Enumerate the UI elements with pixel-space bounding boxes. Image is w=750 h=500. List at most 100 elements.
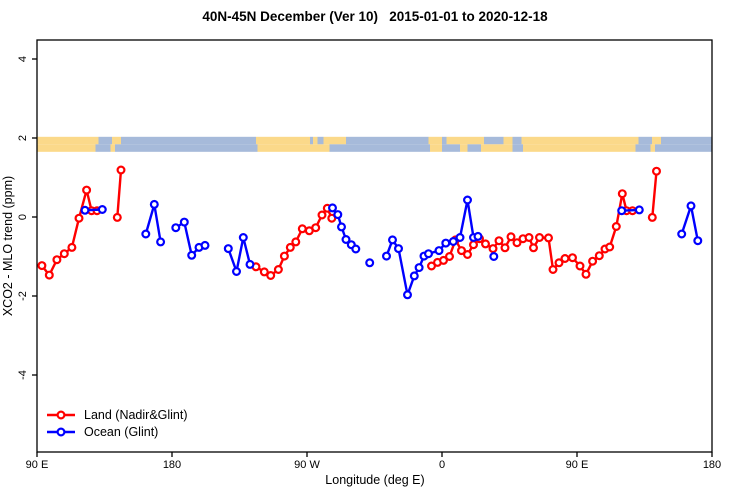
map-band-land-segment	[257, 144, 330, 152]
land-series-point	[273, 265, 283, 275]
ocean-series-point	[337, 222, 347, 232]
x-tick-label: 0	[439, 459, 445, 471]
map-band-ocean-segment	[346, 136, 429, 145]
land-series-point	[259, 267, 269, 277]
ocean-series-point	[455, 233, 465, 243]
ocean-series-point	[448, 237, 458, 247]
land-series-point	[506, 232, 516, 242]
map-band-ocean-segment	[512, 136, 522, 145]
map-band-land-segment	[313, 136, 318, 145]
map-band-land-segment	[37, 136, 99, 145]
land-series-line	[116, 168, 123, 219]
y-tick-label: -4	[17, 370, 29, 380]
chart-title: 40N-45N December (Ver 10) 2015-01-01 to …	[202, 9, 548, 24]
land-series-point	[116, 165, 126, 175]
legend-label-ocean: Ocean (Glint)	[84, 425, 159, 439]
map-band-ocean-segment	[442, 144, 460, 152]
ocean-series-point	[434, 246, 444, 256]
y-axis-title: XCO2 - MLO trend (ppm)	[1, 176, 15, 316]
land-series-point	[651, 166, 661, 176]
land-series-point	[588, 256, 598, 266]
land-series-point	[512, 238, 522, 248]
ocean-series-point	[403, 290, 413, 300]
land-series-point	[266, 271, 276, 281]
map-band-land-segment	[523, 144, 636, 152]
map-band-ocean-segment	[329, 144, 430, 152]
land-ocean-map-band	[37, 136, 712, 152]
ocean-series-point	[156, 237, 166, 247]
land-series-point	[567, 253, 577, 263]
x-tick-label: 90 E	[26, 459, 49, 471]
ocean-series-point	[463, 195, 473, 205]
ocean-series-point	[489, 252, 499, 262]
land-series-point	[67, 242, 77, 252]
ocean-series-point	[200, 240, 210, 250]
land-series-point	[560, 254, 570, 264]
ocean-series-point	[617, 206, 627, 216]
ocean-series-point	[141, 229, 151, 239]
ocean-series-point	[388, 235, 398, 245]
plot-box	[36, 39, 713, 453]
map-band-ocean-segment	[310, 136, 313, 145]
map-band-ocean-segment	[484, 136, 504, 145]
ocean-series-point	[686, 201, 696, 211]
land-series-point	[52, 255, 62, 265]
map-band-ocean-segment	[121, 136, 256, 145]
map-band-land-segment	[110, 144, 115, 152]
map-band-land-segment	[428, 136, 442, 145]
map-band-land-segment	[256, 136, 310, 145]
y-tick-label: -2	[17, 291, 29, 301]
ocean-series-point	[424, 249, 434, 259]
y-tick-label: 0	[17, 214, 29, 220]
land-series-line	[651, 169, 658, 219]
map-band-land-segment	[446, 136, 484, 145]
land-series-point	[647, 212, 657, 222]
map-band-land-segment	[521, 136, 639, 145]
land-series-point	[317, 210, 327, 220]
map-band-ocean-segment	[467, 144, 481, 152]
land-series-point	[548, 265, 558, 275]
ocean-series-point	[238, 233, 248, 243]
map-band-land-segment	[323, 136, 346, 145]
land-series-point	[297, 224, 307, 234]
land-series-point	[44, 270, 54, 280]
ocean-series-point	[245, 259, 255, 269]
map-band-ocean-segment	[638, 136, 652, 145]
land-series-point	[581, 269, 591, 279]
map-band-ocean-segment	[115, 144, 258, 152]
ocean-series-point	[80, 205, 90, 215]
land-series-point	[481, 239, 491, 249]
ocean-series-point	[328, 203, 338, 213]
ocean-series-point	[441, 238, 451, 248]
land-series-point	[82, 185, 92, 195]
ocean-series-point	[341, 235, 351, 245]
ocean-series-point	[634, 205, 644, 215]
legend-item-land: Land (Nadir&Glint)	[46, 407, 188, 423]
ocean-series-point	[414, 263, 424, 273]
land-series-point	[594, 251, 604, 261]
map-band-land-segment	[460, 144, 468, 152]
x-tick-label: 90 W	[294, 459, 320, 471]
ocean-series-point	[382, 251, 392, 261]
ocean-series-point	[473, 231, 483, 241]
map-band-ocean-segment	[442, 136, 447, 145]
ocean-series-point	[394, 244, 404, 254]
y-tick-label: 4	[17, 56, 29, 62]
land-series-point	[605, 242, 615, 252]
land-series-legend-marker	[47, 410, 75, 420]
land-series-point	[457, 246, 467, 256]
land-series-point	[524, 233, 534, 243]
land-series-point	[439, 255, 449, 265]
land-series-line	[40, 188, 99, 277]
ocean-series-point	[409, 271, 419, 281]
legend-label-land: Land (Nadir&Glint)	[84, 408, 188, 422]
land-series-point	[500, 243, 510, 253]
land-series-point	[554, 258, 564, 268]
ocean-series-point	[693, 236, 703, 246]
land-series-point	[494, 236, 504, 246]
map-band-land-segment	[481, 144, 513, 152]
data-series-layer	[37, 165, 703, 300]
axes-layer: 90 E 180 90 W 0 90 E 180 4 2 0 -2 -4	[17, 39, 721, 471]
map-band-ocean-segment	[512, 144, 523, 152]
